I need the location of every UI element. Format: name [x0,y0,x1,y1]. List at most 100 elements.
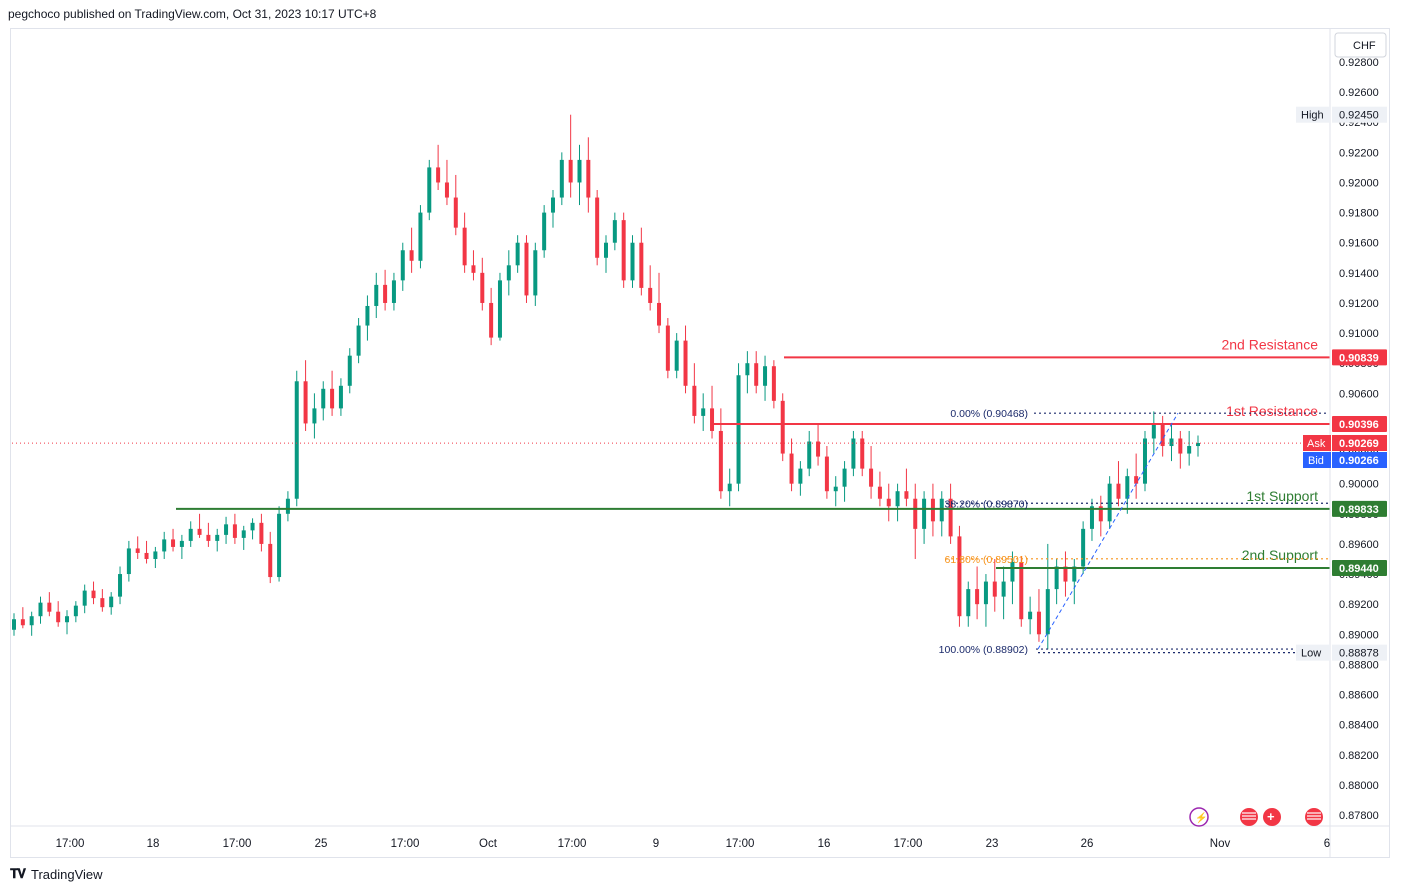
x-tick-label: 9 [653,838,659,850]
candle-body [365,305,370,326]
candle-body [877,486,882,499]
bid-tag-label: Bid [1308,455,1324,467]
y-tick-label: 0.91600 [1339,238,1379,250]
candle-body [383,284,388,303]
candle-body [718,430,723,492]
candle-body [780,400,785,454]
x-tick-label: 17:00 [391,838,420,850]
high-price: 0.92450 [1339,110,1379,122]
candle-body [206,534,211,541]
swiss-flag-event-icon[interactable] [1263,808,1281,826]
x-tick-label: Oct [479,838,498,850]
y-tick-label: 0.90600 [1339,388,1379,400]
us-flag-event-icon[interactable] [1240,808,1258,826]
candle-body [816,441,821,457]
candle-body [1160,423,1165,447]
x-tick-label: 17:00 [56,838,85,850]
candle-body [1010,561,1015,582]
high-badge [1332,106,1387,123]
candle-body [144,552,149,559]
candle-body [347,355,352,386]
y-tick-label: 0.92200 [1339,147,1379,159]
candle-body [683,340,688,386]
candle-body [135,548,140,553]
candle-body [506,265,511,281]
y-tick-label: 0.91400 [1339,268,1379,280]
candle-body [983,581,988,605]
candle-body [259,522,264,544]
fib-trend-line [1037,412,1179,650]
candle-body [1063,566,1068,582]
candle-body [727,483,732,492]
candle-body [1151,423,1156,439]
x-tick-label: 17:00 [558,838,587,850]
y-tick-label: 0.91800 [1339,208,1379,220]
currency-label: CHF [1353,40,1376,52]
tradingview-logo-icon: 𝐓𝐕 [10,866,26,881]
2nd-resistance-badge [1332,349,1387,366]
candle-body [215,534,220,541]
candle-body [701,408,706,416]
y-tick-label: 0.88000 [1339,780,1379,792]
2nd-support-price: 0.89440 [1339,563,1379,575]
candle-body [224,524,229,535]
x-tick-label: 17:00 [726,838,755,850]
candle-body [47,602,52,612]
candle-body [444,182,449,198]
bid-tag [1303,452,1331,468]
candle-body [241,530,246,538]
x-tick-label: 17:00 [894,838,923,850]
candle-body [471,265,476,273]
candle-body [1001,581,1006,597]
1st-support-badge [1332,500,1387,517]
candle-body [895,491,900,507]
x-tick-label: 25 [315,838,328,850]
lightning-event-icon[interactable] [1189,807,1209,827]
1st-resistance-badge [1332,416,1387,433]
x-tick-label: 17:00 [223,838,252,850]
bid-price: 0.90266 [1339,455,1379,467]
high-tag-label: High [1301,110,1324,122]
candle-body [109,596,114,608]
currency-box[interactable] [1334,32,1387,58]
y-tick-label: 0.88600 [1339,690,1379,702]
candle-body [29,616,34,626]
y-tick-label: 0.88800 [1339,659,1379,671]
candle-body [436,167,441,183]
candle-body [763,366,768,386]
candle-body [736,375,741,484]
candle-body [321,388,326,409]
publisher-caption: pegchoco published on TradingView.com, O… [8,7,377,21]
candle-body [400,250,405,281]
candle-body [789,453,794,484]
candle-body [824,456,829,492]
brand-label: TradingView [31,866,103,882]
candle-body [197,528,202,535]
candle-body [1054,566,1059,590]
candle-body [1081,528,1086,567]
candle-body [427,167,432,213]
candle-body [1142,438,1147,484]
y-tick-label: 0.92600 [1339,87,1379,99]
candle-body [356,325,361,356]
low-badge [1332,644,1387,661]
tradingview-brand[interactable]: 𝐓𝐕 TradingView [10,866,103,882]
candle-body [550,197,555,213]
candle-body [754,363,759,386]
candle-body [330,388,335,409]
time-axis[interactable] [11,826,1389,857]
candle-body [374,284,379,306]
candle-body [1072,566,1077,582]
bid-badge [1332,452,1387,468]
2nd-support-label: 2nd Support [1242,547,1318,563]
candle-body [1187,446,1192,454]
lightning-glyph: ⚡ [1195,811,1207,824]
us-flag-event-icon-2[interactable] [1305,808,1323,826]
candle-body [1045,589,1050,635]
candle-body [515,242,520,266]
candle-body [612,220,617,243]
candle-body [1089,506,1094,529]
candle-body [939,498,944,522]
candle-body [126,548,131,575]
